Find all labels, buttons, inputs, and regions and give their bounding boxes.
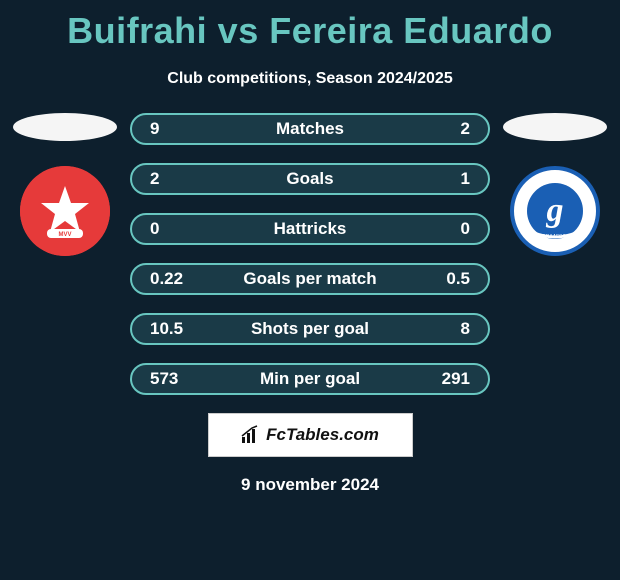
stat-right-value: 2 [430,119,470,139]
brand-link[interactable]: FcTables.com [208,413,413,457]
right-player-avatar [503,113,607,141]
stat-row-goals: 2 Goals 1 [130,163,490,195]
stat-label: Hattricks [190,219,430,239]
right-badge-label: DE GRAAFSCHAP [534,234,577,240]
stat-right-value: 8 [430,319,470,339]
stat-left-value: 10.5 [150,319,190,339]
stat-left-value: 0.22 [150,269,190,289]
stat-left-value: 9 [150,119,190,139]
left-team-badge: MVV [20,166,110,256]
stat-row-hattricks: 0 Hattricks 0 [130,213,490,245]
stat-right-value: 0.5 [430,269,470,289]
subtitle: Club competitions, Season 2024/2025 [0,70,620,88]
stat-row-spg: 10.5 Shots per goal 8 [130,313,490,345]
comparison-panel: MVV 9 Matches 2 2 Goals 1 0 Hattricks 0 … [0,113,620,395]
stat-label: Shots per goal [190,319,430,339]
right-team-badge: g DE GRAAFSCHAP [510,166,600,256]
stat-label: Min per goal [190,369,430,389]
stat-right-value: 1 [430,169,470,189]
stat-right-value: 0 [430,219,470,239]
date-label: 9 november 2024 [0,475,620,495]
left-player-avatar [13,113,117,141]
stat-left-value: 573 [150,369,190,389]
svg-text:g: g [546,192,564,229]
right-side: g DE GRAAFSCHAP [500,113,610,256]
stat-row-mpg: 573 Min per goal 291 [130,363,490,395]
script-g-icon: g DE GRAAFSCHAP [520,176,590,246]
left-side: MVV [10,113,120,256]
stat-left-value: 2 [150,169,190,189]
stat-label: Goals per match [190,269,430,289]
star-icon: MVV [35,181,95,241]
page-title: Buifrahi vs Fereira Eduardo [0,0,620,52]
left-badge-label: MVV [58,232,71,238]
stat-row-gpm: 0.22 Goals per match 0.5 [130,263,490,295]
stat-right-value: 291 [430,369,470,389]
stats-table: 9 Matches 2 2 Goals 1 0 Hattricks 0 0.22… [130,113,490,395]
stat-label: Matches [190,119,430,139]
bar-chart-icon [241,425,261,445]
brand-text: FcTables.com [266,425,379,445]
stat-left-value: 0 [150,219,190,239]
stat-row-matches: 9 Matches 2 [130,113,490,145]
stat-label: Goals [190,169,430,189]
